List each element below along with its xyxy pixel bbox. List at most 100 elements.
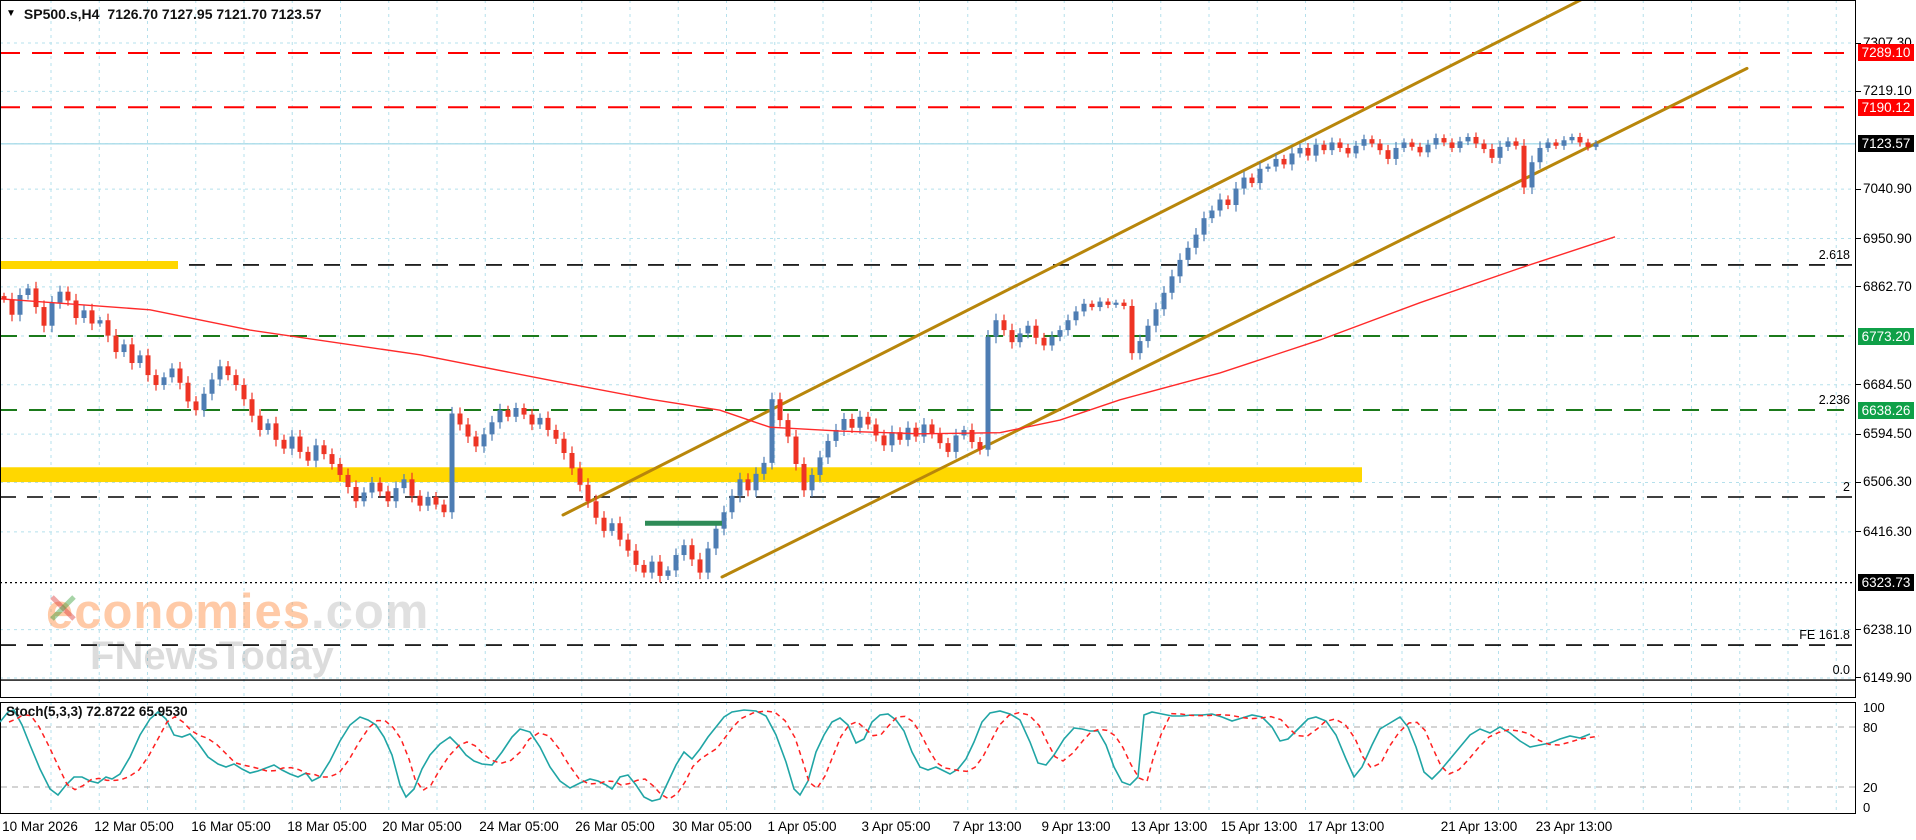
price-tick-label: 6149.90 xyxy=(1863,669,1912,685)
candle-body-down xyxy=(153,375,159,385)
fib-level-label: 2.236 xyxy=(1818,393,1850,408)
candle-body-up xyxy=(1113,302,1119,305)
candle-body-down xyxy=(105,320,111,336)
stoch-name: Stoch(5,3,3) xyxy=(6,704,83,719)
candle-body-up xyxy=(1169,276,1175,293)
candle-body-up xyxy=(1185,247,1191,260)
candle-body-up xyxy=(953,435,959,452)
stoch-d-line xyxy=(8,710,1600,800)
candle-body-down xyxy=(1441,138,1447,143)
price-axis[interactable]: 7307.30 7219.10 7040.90 6950.90 6862.70 6684.… xyxy=(1856,0,1916,840)
main-chart-canvas[interactable] xyxy=(0,0,1856,816)
candle-body-down xyxy=(417,495,423,506)
candle-body-down xyxy=(1585,142,1591,147)
price-tick-mark xyxy=(1856,384,1861,386)
fib-level-label: 0.0 xyxy=(1832,663,1850,678)
price-badge-swing-low: 6323.73 xyxy=(1858,574,1914,592)
price-tick-label: 6862.70 xyxy=(1863,278,1912,294)
candle-body-down xyxy=(1473,136,1479,144)
candle-body-up xyxy=(817,457,823,475)
candle-body-up xyxy=(1257,168,1263,184)
candle-body-down xyxy=(697,559,703,573)
candle-body-down xyxy=(1033,325,1039,338)
candle-body-down xyxy=(73,300,79,319)
candle-body-down xyxy=(553,429,559,439)
price-tick-mark xyxy=(1856,188,1861,190)
candle-body-down xyxy=(1089,303,1095,308)
candle-body-down xyxy=(545,417,551,430)
candle-body-down xyxy=(569,452,575,469)
candle-body-up xyxy=(1017,333,1023,343)
candle-body-down xyxy=(1225,199,1231,206)
candle-body-down xyxy=(561,438,567,453)
candle-body-down xyxy=(1345,147,1351,154)
price-tick-mark xyxy=(1856,286,1861,288)
candle-body-up xyxy=(161,377,167,385)
candle-body-down xyxy=(33,288,39,308)
candle-body-down xyxy=(745,479,751,491)
candle-body-down xyxy=(529,414,535,425)
candle-body-up xyxy=(1233,188,1239,206)
candle-body-down xyxy=(897,432,903,440)
chart-title: ▼ SP500.s,H4 7126.70 7127.95 7121.70 712… xyxy=(6,6,322,22)
candle-body-down xyxy=(41,307,47,326)
trendline-upper[interactable] xyxy=(561,0,1583,517)
candle-body-up xyxy=(1217,199,1223,211)
candle-body-up xyxy=(81,310,87,319)
price-tick-mark xyxy=(1856,433,1861,435)
candle-body-down xyxy=(1369,139,1375,144)
candle-body-up xyxy=(489,422,495,435)
candle-body-down xyxy=(945,443,951,452)
date-axis[interactable]: 10 Mar 2026 12 Mar 05:00 16 Mar 05:00 18 Ma… xyxy=(0,816,1856,840)
candle-body-down xyxy=(1121,302,1127,306)
trendline-lower[interactable] xyxy=(720,66,1749,579)
candle-body-down xyxy=(1321,144,1327,151)
stoch-axis-label: 80 xyxy=(1863,720,1878,735)
candle-body-up xyxy=(481,434,487,447)
fib-level-label: 2 xyxy=(1843,479,1850,494)
candle-body-up xyxy=(729,495,735,513)
candle-body-down xyxy=(337,463,343,475)
candle-body-up xyxy=(1025,325,1031,334)
candle-body-up xyxy=(857,416,863,428)
ohlc-readout: 7126.70 7127.95 7121.70 7123.57 xyxy=(107,6,322,22)
price-tick-label: 6506.30 xyxy=(1863,474,1912,490)
candle-body-up xyxy=(673,555,679,571)
candle-body-down xyxy=(1489,149,1495,158)
candle-body-down xyxy=(801,463,807,491)
date-axis-label: 7 Apr 13:00 xyxy=(952,819,1022,834)
candle-body-down xyxy=(89,310,95,324)
candle-body-up xyxy=(425,496,431,506)
candle-body-up xyxy=(1065,320,1071,331)
price-tick-label: 6950.90 xyxy=(1863,230,1912,246)
candle-body-up xyxy=(1289,153,1295,165)
candle-body-down xyxy=(185,382,191,402)
date-axis-label: 1 Apr 05:00 xyxy=(767,819,837,834)
date-axis-label: 16 Mar 05:00 xyxy=(191,819,271,834)
price-tick-label: 6684.50 xyxy=(1863,376,1912,392)
candle-body-up xyxy=(1393,147,1399,159)
candle-body-up xyxy=(1329,142,1335,151)
price-badge-support: 6638.26 xyxy=(1858,401,1914,419)
candle-body-down xyxy=(473,436,479,447)
collapse-objects-icon[interactable]: ▼ xyxy=(6,8,16,19)
candle-body-up xyxy=(1433,138,1439,145)
candle-body-up xyxy=(201,393,207,411)
candle-body-down xyxy=(129,344,135,364)
price-tick-mark xyxy=(1856,531,1861,533)
candle-body-up xyxy=(705,548,711,573)
candle-body-up xyxy=(713,528,719,549)
price-tick-label: 7040.90 xyxy=(1863,181,1912,197)
candle-body-down xyxy=(297,436,303,452)
candle-body-down xyxy=(617,523,623,540)
candle-body-down xyxy=(433,496,439,505)
price-badge-resistance: 7190.12 xyxy=(1858,98,1914,116)
stoch-panel-border xyxy=(0,702,1856,814)
candle-body-down xyxy=(977,442,983,450)
candle-body-up xyxy=(49,302,55,326)
candle-body-down xyxy=(505,410,511,417)
candle-body-up xyxy=(57,291,63,303)
price-tick-label: 6594.50 xyxy=(1863,426,1912,442)
candle-body-up xyxy=(761,462,767,474)
candle-body-up xyxy=(1137,341,1143,354)
